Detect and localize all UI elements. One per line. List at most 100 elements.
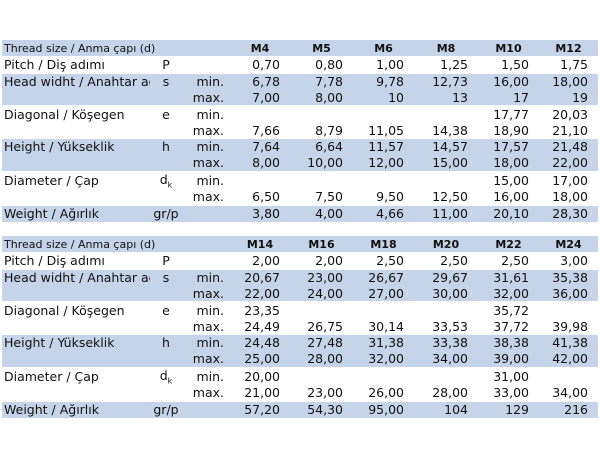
property-symbol xyxy=(150,89,182,106)
value-cell: 22,00 xyxy=(230,285,290,302)
value-cell: 26,00 xyxy=(353,385,414,402)
property-label xyxy=(2,154,150,172)
value-cell: 7,64 xyxy=(230,137,290,155)
value-cell: 17,00 xyxy=(539,170,598,190)
property-label: Pitch / Diş adımı xyxy=(2,252,150,270)
value-cell: 2,00 xyxy=(290,252,353,270)
value-cell: 9,78 xyxy=(353,72,414,90)
header-label: Thread size / Anma çapı (d) xyxy=(2,236,230,253)
value-cell: 26,75 xyxy=(290,318,353,335)
min-max-label: min. xyxy=(182,301,230,319)
symbol-text: d xyxy=(159,171,168,187)
dimension-table-2: Thread size / Anma çapı (d) M14 M16 M18 M20 M… xyxy=(2,236,598,418)
property-symbol: gr/p xyxy=(150,400,182,418)
value-cell: 31,61 xyxy=(478,268,539,286)
property-label: Diameter / Çap xyxy=(2,366,150,386)
property-symbol: e xyxy=(150,301,182,319)
size-header: M24 xyxy=(539,236,598,253)
symbol-text: gr/p xyxy=(153,206,179,222)
min-max-label: max. xyxy=(182,385,230,402)
value-cell: 21,48 xyxy=(539,137,598,155)
value-cell: 2,50 xyxy=(353,252,414,270)
value-cell xyxy=(353,105,414,123)
property-symbol xyxy=(150,122,182,139)
value-cell: 26,67 xyxy=(353,268,414,286)
value-cell: 19 xyxy=(539,89,598,106)
value-cell: 28,30 xyxy=(539,204,598,222)
property-symbol xyxy=(150,154,182,172)
value-cell: 6,50 xyxy=(230,189,290,206)
property-label: Head widht / Anahtar ağzı xyxy=(2,72,150,90)
value-cell: 24,00 xyxy=(290,285,353,302)
value-cell: 17,77 xyxy=(478,105,539,123)
table-row: Diagonal / Köşegen e min. 23,35 35,72 xyxy=(2,301,598,319)
table-row: Head widht / Anahtar ağzı s min.6,787,789,… xyxy=(2,72,598,90)
property-symbol: h xyxy=(150,137,182,155)
property-symbol: e xyxy=(150,105,182,123)
value-cell: 31,38 xyxy=(353,333,414,351)
value-cell: 32,00 xyxy=(353,350,414,368)
value-cell: 1,25 xyxy=(414,56,478,74)
symbol-text: P xyxy=(162,57,170,73)
value-cell: 41,38 xyxy=(539,333,598,351)
value-cell: 20,67 xyxy=(230,268,290,286)
value-cell: 34,00 xyxy=(539,385,598,402)
symbol-text: e xyxy=(162,106,170,122)
value-cell: 1,00 xyxy=(353,56,414,74)
property-symbol: gr/p xyxy=(150,204,182,222)
property-label xyxy=(2,189,150,206)
header-row: Thread size / Anma çapı (d) M4 M5 M6 M8 M10 M1… xyxy=(2,40,598,57)
property-label xyxy=(2,89,150,106)
value-cell: 8,00 xyxy=(290,89,353,106)
value-cell: 35,72 xyxy=(478,301,539,319)
property-symbol: s xyxy=(150,72,182,90)
size-header: M6 xyxy=(353,40,414,57)
value-cell: 54,30 xyxy=(290,400,353,418)
value-cell: 95,00 xyxy=(353,400,414,418)
table-row: Diagonal / Köşegen e min. 17,77 20,03 xyxy=(2,105,598,123)
value-cell: 7,50 xyxy=(290,189,353,206)
value-cell: 18,00 xyxy=(478,154,539,172)
property-symbol: P xyxy=(150,252,182,270)
value-cell: 7,66 xyxy=(230,122,290,139)
value-cell: 8,79 xyxy=(290,122,353,139)
property-label xyxy=(2,385,150,402)
value-cell: 21,10 xyxy=(539,122,598,139)
value-cell: 14,57 xyxy=(414,137,478,155)
min-max-label xyxy=(182,400,230,418)
symbol-text: h xyxy=(162,335,170,351)
size-header: M8 xyxy=(414,40,478,57)
value-cell xyxy=(353,301,414,319)
symbol-text: s xyxy=(162,74,170,90)
value-cell xyxy=(230,105,290,123)
value-cell xyxy=(539,301,598,319)
value-cell: 3,80 xyxy=(230,204,290,222)
value-cell xyxy=(414,170,478,190)
value-cell: 10,00 xyxy=(290,154,353,172)
value-cell: 34,00 xyxy=(414,350,478,368)
property-symbol xyxy=(150,385,182,402)
symbol-text: e xyxy=(162,302,170,318)
value-cell: 6,78 xyxy=(230,72,290,90)
value-cell: 37,72 xyxy=(478,318,539,335)
value-cell: 31,00 xyxy=(478,366,539,386)
value-cell: 18,00 xyxy=(539,72,598,90)
value-cell: 1,50 xyxy=(478,56,539,74)
size-header: M14 xyxy=(230,236,290,253)
property-symbol xyxy=(150,189,182,206)
table-row: Weight / Ağırlık gr/p 3,80 4,00 4,66 11,00 20,… xyxy=(2,204,598,222)
table-row: Pitch / Diş adımı P 0,70 0,80 1,00 1,25 1,50 1,… xyxy=(2,56,598,74)
property-label: Height / Yükseklik xyxy=(2,137,150,155)
table-row: Height / Yükseklik h min. 7,64 6,64 11,57 14,5… xyxy=(2,137,598,155)
value-cell: 2,00 xyxy=(230,252,290,270)
property-label xyxy=(2,318,150,335)
value-cell xyxy=(353,366,414,386)
value-cell: 6,64 xyxy=(290,137,353,155)
symbol-text: s xyxy=(162,270,170,286)
value-cell: 17 xyxy=(478,89,539,106)
value-cell: 9,50 xyxy=(353,189,414,206)
property-symbol: P xyxy=(150,56,182,74)
value-cell: 16,00 xyxy=(478,72,539,90)
table-row: Weight / Ağırlık gr/p 57,20 54,30 95,00 104 12… xyxy=(2,400,598,418)
value-cell: 15,00 xyxy=(478,170,539,190)
